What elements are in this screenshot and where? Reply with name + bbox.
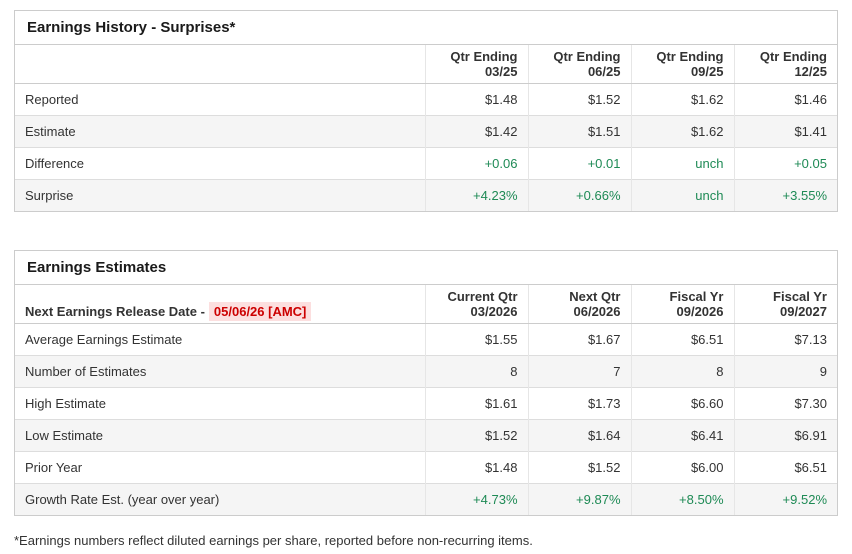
table-row-average-earnings-estimate: Average Earnings Estimate $1.55 $1.67 $6… xyxy=(15,323,837,356)
value-cell: $1.48 xyxy=(424,83,528,116)
value-cell: $1.62 xyxy=(630,115,734,148)
column-header-fiscal-yr-2026: Fiscal Yr 09/2026 xyxy=(630,285,734,324)
row-label: High Estimate xyxy=(25,396,106,411)
value-cell: $1.61 xyxy=(424,387,528,420)
column-header-qtr-0325: Qtr Ending 03/25 xyxy=(424,45,528,84)
earnings-estimates-grid: Next Earnings Release Date -05/06/26 [AM… xyxy=(15,285,837,515)
column-header-next-qtr: Next Qtr 06/2026 xyxy=(527,285,631,324)
value-cell: +0.05 xyxy=(733,147,837,180)
value-cell: $1.46 xyxy=(733,83,837,116)
value-cell: $1.48 xyxy=(424,451,528,484)
value-cell: +4.73% xyxy=(424,483,528,515)
value-cell: $1.51 xyxy=(527,115,631,148)
column-header-qtr-0625: Qtr Ending 06/25 xyxy=(527,45,631,84)
value-cell: $6.60 xyxy=(630,387,734,420)
earnings-history-header-row: Qtr Ending 03/25 Qtr Ending 06/25 Qtr En… xyxy=(15,45,837,84)
table-row-reported: Reported $1.48 $1.52 $1.62 $1.46 xyxy=(15,83,837,116)
row-label: Average Earnings Estimate xyxy=(25,332,183,347)
value-cell: +3.55% xyxy=(733,179,837,211)
value-cell: $6.51 xyxy=(733,451,837,484)
value-cell: $1.64 xyxy=(527,419,631,452)
value-cell: $1.55 xyxy=(424,323,528,356)
empty-header-cell xyxy=(15,45,425,84)
row-label: Difference xyxy=(25,156,85,171)
value-cell: $6.51 xyxy=(630,323,734,356)
next-release-header-cell: Next Earnings Release Date -05/06/26 [AM… xyxy=(15,285,425,324)
column-header-fiscal-yr-2027: Fiscal Yr 09/2027 xyxy=(733,285,837,324)
table-row-difference: Difference +0.06 +0.01 unch +0.05 xyxy=(15,147,837,180)
table-row-number-of-estimates: Number of Estimates 8 7 8 9 xyxy=(15,355,837,388)
table-row-high-estimate: High Estimate $1.61 $1.73 $6.60 $7.30 xyxy=(15,387,837,420)
earnings-history-title: Earnings History - Surprises* xyxy=(15,11,837,45)
row-label: Reported xyxy=(25,92,79,107)
value-cell: +4.23% xyxy=(424,179,528,211)
table-row-surprise: Surprise +4.23% +0.66% unch +3.55% xyxy=(15,179,837,211)
table-row-estimate: Estimate $1.42 $1.51 $1.62 $1.41 xyxy=(15,115,837,148)
column-header-current-qtr: Current Qtr 03/2026 xyxy=(424,285,528,324)
release-date-badge: 05/06/26 [AMC] xyxy=(208,302,312,321)
value-cell: +9.52% xyxy=(733,483,837,515)
value-cell: $1.52 xyxy=(424,419,528,452)
row-label: Low Estimate xyxy=(25,428,104,443)
value-cell: $1.52 xyxy=(527,83,631,116)
footnote: *Earnings numbers reflect diluted earnin… xyxy=(14,533,533,548)
value-cell: +0.01 xyxy=(527,147,631,180)
value-cell: 7 xyxy=(527,355,631,388)
value-cell: $1.62 xyxy=(630,83,734,116)
row-label: Surprise xyxy=(25,188,74,203)
value-cell: +9.87% xyxy=(527,483,631,515)
value-cell: +0.66% xyxy=(527,179,631,211)
row-label: Estimate xyxy=(25,124,76,139)
value-cell: $6.91 xyxy=(733,419,837,452)
earnings-history-table: Earnings History - Surprises* Qtr Ending… xyxy=(14,10,838,212)
value-cell: $6.41 xyxy=(630,419,734,452)
value-cell: 9 xyxy=(733,355,837,388)
value-cell: unch xyxy=(630,147,734,180)
column-header-qtr-1225: Qtr Ending 12/25 xyxy=(733,45,837,84)
value-cell: $6.00 xyxy=(630,451,734,484)
value-cell: +0.06 xyxy=(424,147,528,180)
table-row-prior-year: Prior Year $1.48 $1.52 $6.00 $6.51 xyxy=(15,451,837,484)
value-cell: $1.42 xyxy=(424,115,528,148)
row-label: Prior Year xyxy=(25,460,83,475)
value-cell: $7.30 xyxy=(733,387,837,420)
value-cell: 8 xyxy=(630,355,734,388)
value-cell: $1.73 xyxy=(527,387,631,420)
row-label: Growth Rate Est. (year over year) xyxy=(25,492,220,507)
value-cell: unch xyxy=(630,179,734,211)
earnings-history-grid: Qtr Ending 03/25 Qtr Ending 06/25 Qtr En… xyxy=(15,45,837,211)
value-cell: 8 xyxy=(424,355,528,388)
table-row-growth-rate-est: Growth Rate Est. (year over year) +4.73%… xyxy=(15,483,837,515)
row-label: Number of Estimates xyxy=(25,364,147,379)
table-row-low-estimate: Low Estimate $1.52 $1.64 $6.41 $6.91 xyxy=(15,419,837,452)
value-cell: +8.50% xyxy=(630,483,734,515)
earnings-estimates-table: Earnings Estimates Next Earnings Release… xyxy=(14,250,838,516)
value-cell: $1.52 xyxy=(527,451,631,484)
release-date-label: Next Earnings Release Date - xyxy=(25,304,205,319)
earnings-estimates-title: Earnings Estimates xyxy=(15,251,837,285)
value-cell: $1.41 xyxy=(733,115,837,148)
value-cell: $7.13 xyxy=(733,323,837,356)
earnings-estimates-header-row: Next Earnings Release Date -05/06/26 [AM… xyxy=(15,285,837,324)
column-header-qtr-0925: Qtr Ending 09/25 xyxy=(630,45,734,84)
value-cell: $1.67 xyxy=(527,323,631,356)
